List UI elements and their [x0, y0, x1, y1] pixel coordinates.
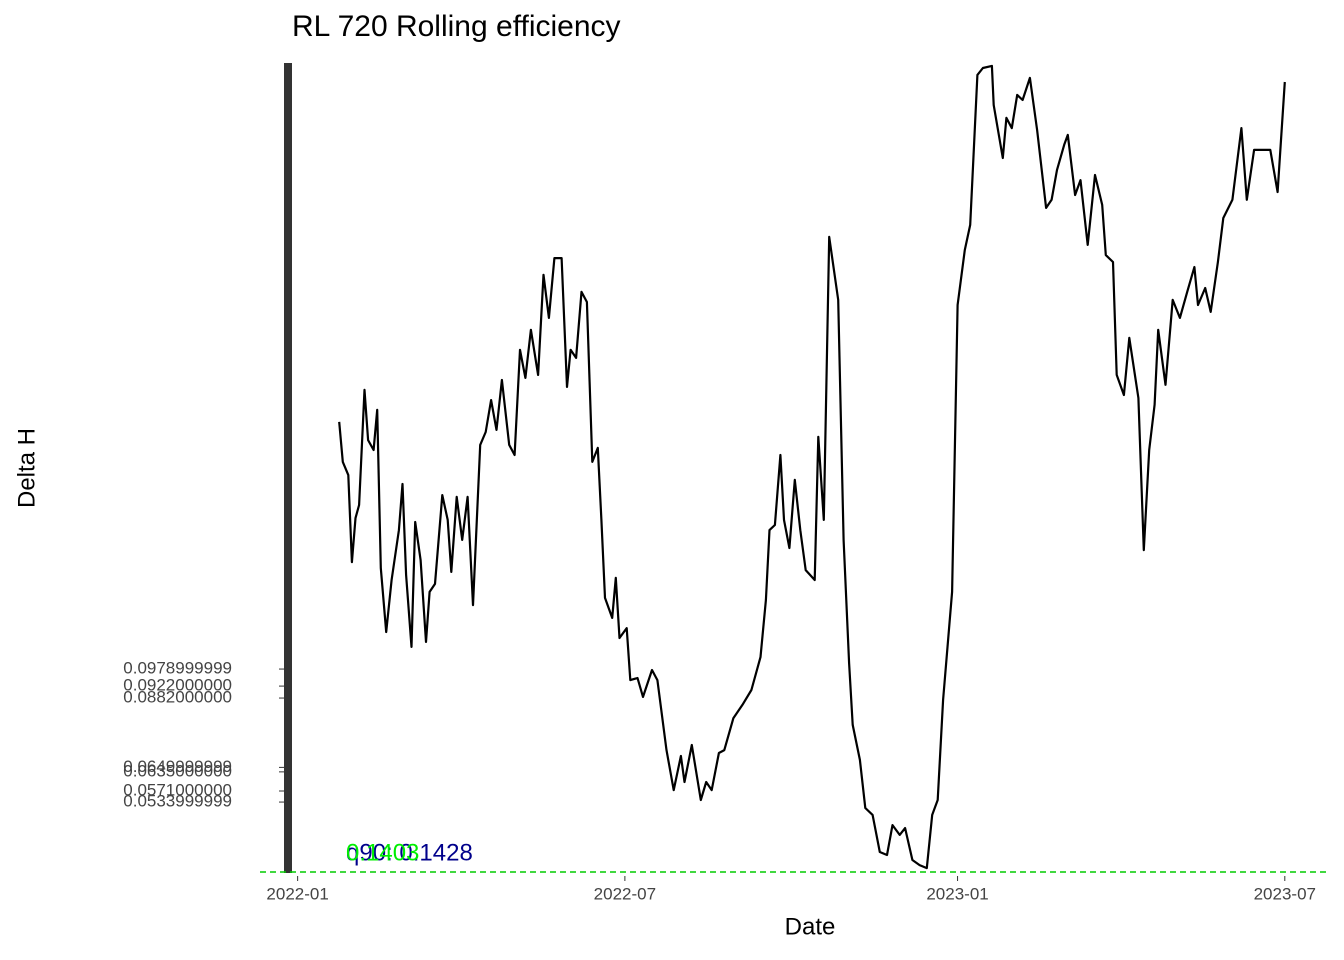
annotation: q90: 0.1428 — [346, 839, 473, 866]
x-axis-title: Date — [785, 913, 836, 940]
x-tick-label: 2022-07 — [594, 884, 656, 903]
y-tick-label: 0.0922000000 — [123, 676, 232, 695]
annotation: 0.1403 — [346, 839, 419, 866]
y-tick-label: 0.0571000000 — [123, 780, 232, 799]
x-tick-label: 2023-07 — [1254, 884, 1316, 903]
y-tick-label: 0.0978999999 — [123, 659, 232, 678]
y-tick-label: 0.0635000000 — [123, 761, 232, 780]
y-tick-label: 0.0533999999 — [123, 792, 232, 811]
y-tick-label: 0.0882000000 — [123, 688, 232, 707]
x-tick-label: 2023-01 — [926, 884, 988, 903]
data-line — [338, 64, 1286, 870]
x-tick-label: 2022-01 — [266, 884, 328, 903]
y-axis-bar — [284, 63, 292, 873]
y-tick-label: 0.0649999999 — [123, 757, 232, 776]
y-axis-title: Delta H — [13, 428, 40, 508]
chart-title: RL 720 Rolling efficiency — [292, 10, 621, 43]
